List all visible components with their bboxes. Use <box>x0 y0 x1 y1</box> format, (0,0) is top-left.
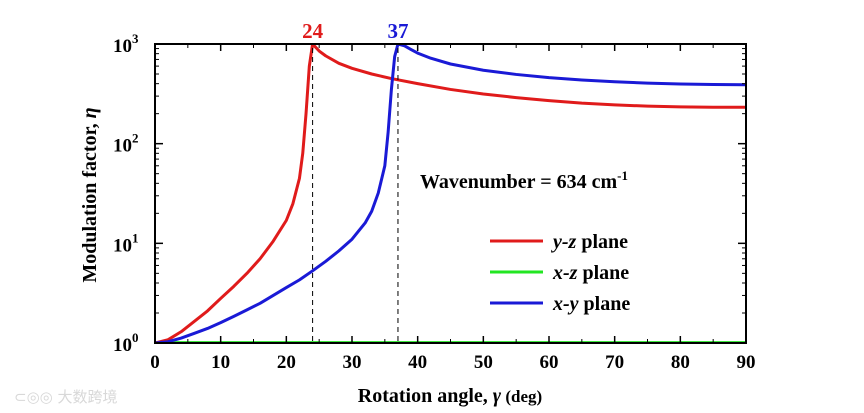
x-axis-title: Rotation angle, γ (deg) <box>358 385 542 407</box>
peak-label-24: 24 <box>302 19 324 43</box>
peak-label-37: 37 <box>387 19 408 43</box>
legend-label-x-y: x-y plane <box>552 293 630 315</box>
series-group <box>155 44 746 343</box>
x-tick-label: 10 <box>211 352 230 373</box>
x-tick-label: 80 <box>671 352 690 373</box>
legend: y-z plane x-z plane x-y plane <box>490 231 630 315</box>
annotation-wavenumber: Wavenumber = 634 cm-1 <box>420 168 628 193</box>
x-tick-label: 40 <box>408 352 427 373</box>
x-tick-label: 0 <box>150 352 160 373</box>
series-line-y-z <box>155 44 746 343</box>
legend-label-x-z: x-z plane <box>552 262 629 284</box>
x-tick-label: 90 <box>737 352 756 373</box>
x-tick-label: 50 <box>474 352 493 373</box>
y-tick-label: 100 <box>113 330 139 356</box>
y-tick-label: 102 <box>113 131 139 157</box>
watermark: ⊂◎◎ 大数跨境 <box>14 388 118 406</box>
legend-label-y-z: y-z plane <box>551 231 628 253</box>
series-line-x-y <box>155 44 746 343</box>
x-tick-label: 60 <box>540 352 559 373</box>
y-axis-title: Modulation factor, η <box>79 107 101 282</box>
x-tick-label: 30 <box>343 352 362 373</box>
x-tick-label: 70 <box>605 352 624 373</box>
y-tick-label: 101 <box>113 230 139 256</box>
y-tick-label: 103 <box>113 31 139 57</box>
x-tick-label: 20 <box>277 352 296 373</box>
